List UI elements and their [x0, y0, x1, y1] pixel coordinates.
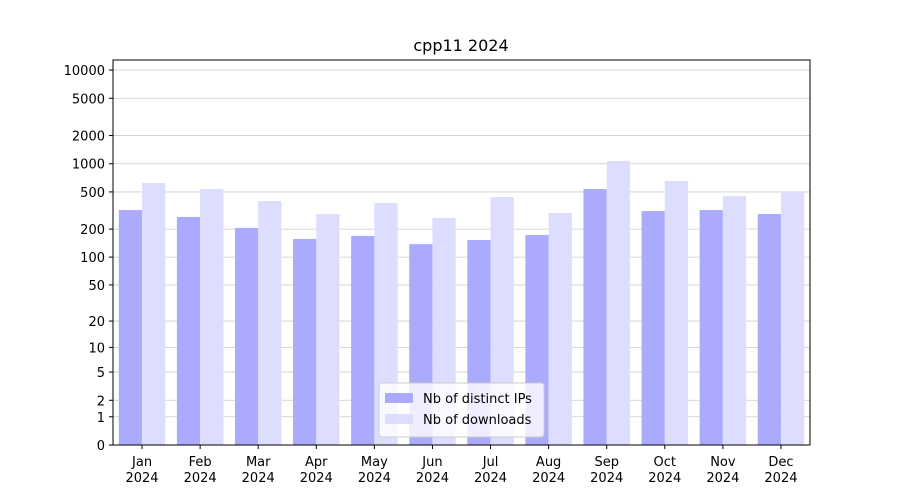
y-tick-label: 5000 [72, 92, 105, 107]
legend-swatch [385, 393, 413, 403]
x-tick-label: Sep 2024 [590, 455, 623, 486]
y-tick-label: 1 [97, 411, 105, 426]
bar [664, 181, 689, 446]
bar [176, 216, 201, 445]
y-tick-label: 100 [80, 251, 105, 266]
bar [142, 182, 166, 445]
bar [200, 189, 224, 445]
chart-title: cpp11 2024 [413, 36, 508, 55]
bar [351, 235, 375, 445]
x-tick-label: Mar 2024 [242, 455, 275, 486]
bar [722, 196, 747, 445]
x-tick-label: Feb 2024 [184, 455, 217, 486]
bar [780, 192, 805, 445]
x-tick-label: Aug 2024 [532, 455, 565, 486]
y-tick-label: 10000 [64, 64, 105, 79]
y-tick-label: 5 [97, 366, 105, 381]
x-tick-label: Dec 2024 [764, 455, 797, 486]
bar [234, 227, 259, 445]
legend-swatch [385, 414, 413, 424]
legend [378, 382, 545, 438]
y-tick-label: 0 [97, 439, 105, 454]
bar [699, 210, 723, 445]
bar [258, 200, 282, 445]
y-tick-label: 1000 [72, 158, 105, 173]
y-tick-label: 200 [80, 223, 105, 238]
y-tick-label: 50 [88, 279, 105, 294]
y-tick-label: 2 [97, 394, 105, 409]
x-tick-label: Oct 2024 [648, 455, 681, 486]
bar [757, 214, 781, 445]
x-tick-label: Jun 2024 [416, 455, 449, 486]
bar [641, 211, 665, 445]
bar [548, 212, 572, 445]
legend-label: Nb of downloads [423, 413, 532, 428]
bar [118, 210, 143, 445]
bar [293, 238, 317, 445]
legend-label: Nb of distinct IPs [423, 392, 532, 407]
bar [316, 214, 340, 445]
bar [583, 189, 607, 445]
bar [606, 160, 630, 445]
x-tick-label: Jul 2024 [474, 455, 507, 486]
x-tick-label: Nov 2024 [706, 455, 739, 486]
y-tick-label: 10 [88, 341, 105, 356]
x-tick-label: May 2024 [358, 455, 391, 486]
x-tick-label: Apr 2024 [300, 455, 333, 486]
y-tick-label: 2000 [72, 130, 105, 145]
x-tick-label: Jan 2024 [125, 455, 158, 486]
y-tick-label: 20 [88, 315, 105, 330]
y-tick-label: 500 [80, 186, 105, 201]
plot-frame [112, 59, 811, 446]
